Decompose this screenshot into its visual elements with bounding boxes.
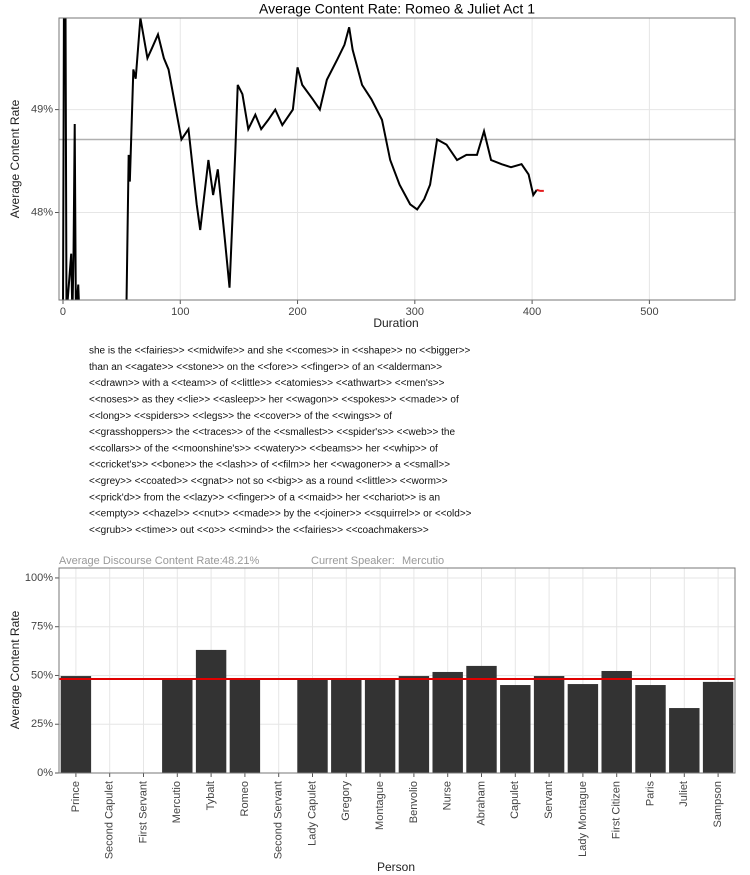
x-tick-label: First Servant bbox=[137, 781, 149, 843]
rate-label: Average Discourse Content Rate: bbox=[59, 555, 223, 567]
y-tick-label: 25% bbox=[31, 718, 53, 730]
x-tick-label: Prince bbox=[70, 781, 82, 812]
bar bbox=[601, 670, 632, 773]
passage-line: <<cricket's>> <<bone>> the <<lash>> of <… bbox=[89, 460, 450, 471]
y-axis-title: Average Content Rate bbox=[8, 99, 22, 218]
bar bbox=[500, 685, 531, 773]
bar bbox=[432, 671, 463, 773]
passage-line: <<long>> <<spiders>> <<legs>> the <<cove… bbox=[89, 411, 392, 422]
y-tick-label: 48% bbox=[31, 206, 53, 218]
bar bbox=[702, 681, 734, 773]
y-axis-title: Average Content Rate bbox=[8, 610, 22, 729]
speaker-value: Mercutio bbox=[402, 555, 444, 567]
speaker-label: Current Speaker: bbox=[311, 555, 395, 567]
bar bbox=[331, 678, 362, 773]
bar bbox=[533, 676, 565, 773]
bar bbox=[466, 665, 497, 773]
passage-line: <<noses>> as they <<lie>> <<asleep>> her… bbox=[89, 395, 459, 406]
bar bbox=[398, 676, 430, 773]
y-tick-label: 75% bbox=[31, 621, 53, 633]
rate-value: 48.21% bbox=[222, 555, 260, 567]
y-tick-label: 0% bbox=[37, 767, 53, 779]
x-axis-title: Duration bbox=[373, 316, 418, 330]
bar bbox=[229, 678, 261, 773]
x-tick-label: 400 bbox=[523, 306, 541, 318]
x-tick-label: Lady Montague bbox=[577, 781, 589, 857]
y-tick-label: 49% bbox=[31, 104, 53, 116]
passage-line: <<drawn>> with a <<team>> of <<little>> … bbox=[89, 378, 445, 389]
line bbox=[536, 188, 544, 192]
x-tick-label: Abraham bbox=[475, 781, 487, 826]
passage-line: <<prick'd>> from the <<lazy>> <<finger>>… bbox=[89, 492, 440, 503]
x-tick-label: Mercutio bbox=[171, 781, 183, 823]
x-tick-label: Second Capulet bbox=[104, 781, 116, 859]
x-tick-label: Benvolio bbox=[408, 781, 420, 823]
passage-line: <<empty>> <<hazel>> <<nut>> <<made>> by … bbox=[89, 509, 472, 520]
y-tick-label: 50% bbox=[31, 669, 53, 681]
x-tick-label: Capulet bbox=[509, 781, 521, 819]
plot-frame bbox=[58, 17, 736, 301]
x-tick-label: 300 bbox=[406, 306, 424, 318]
bar bbox=[635, 685, 666, 773]
bar bbox=[195, 649, 227, 773]
x-tick-label: Lady Capulet bbox=[306, 781, 318, 846]
bar bbox=[162, 678, 193, 773]
x-axis-title: Person bbox=[377, 860, 415, 874]
x-tick-label: Nurse bbox=[442, 781, 454, 810]
x-tick-label: Juliet bbox=[678, 781, 690, 807]
x-tick-label: First Citizen bbox=[611, 781, 623, 839]
passage-line: <<grey>> <<coated>> <<gnat>> not so <<bi… bbox=[89, 476, 448, 487]
x-tick-label: Tybalt bbox=[205, 781, 217, 810]
bar bbox=[60, 676, 92, 773]
series-group bbox=[62, 18, 544, 300]
bar bbox=[567, 684, 599, 773]
x-tick-label: Romeo bbox=[239, 781, 251, 816]
x-tick-label: 500 bbox=[640, 306, 658, 318]
x-tick-label: Gregory bbox=[340, 781, 352, 821]
x-tick-label: 0 bbox=[60, 306, 66, 318]
plot-frame bbox=[58, 567, 736, 774]
passage-line: <<grub>> <<time>> out <<o>> <<mind>> the… bbox=[89, 525, 429, 536]
passage-line: she is the <<fairies>> <<midwife>> and s… bbox=[89, 346, 471, 357]
x-tick-label: Montague bbox=[374, 781, 386, 830]
bar bbox=[364, 678, 396, 773]
bar bbox=[669, 708, 700, 773]
passage-line: than an <<agate>> <<stone>> on the <<for… bbox=[89, 362, 442, 373]
passage-line: <<collars>> of the <<moonshine's>> <<wat… bbox=[89, 443, 438, 454]
y-tick-label: 100% bbox=[25, 572, 53, 584]
passage-line: <<grasshoppers>> the <<traces>> of the <… bbox=[89, 427, 455, 438]
x-tick-label: Second Servant bbox=[273, 781, 285, 859]
x-tick-label: Servant bbox=[543, 781, 555, 819]
x-tick-label: Paris bbox=[644, 781, 656, 807]
chart-title: Average Content Rate: Romeo & Juliet Act… bbox=[259, 1, 535, 17]
x-tick-label: 200 bbox=[288, 306, 306, 318]
line bbox=[62, 18, 538, 300]
x-tick-label: 100 bbox=[171, 306, 189, 318]
x-tick-label: Sampson bbox=[712, 781, 724, 827]
bar bbox=[297, 679, 328, 773]
